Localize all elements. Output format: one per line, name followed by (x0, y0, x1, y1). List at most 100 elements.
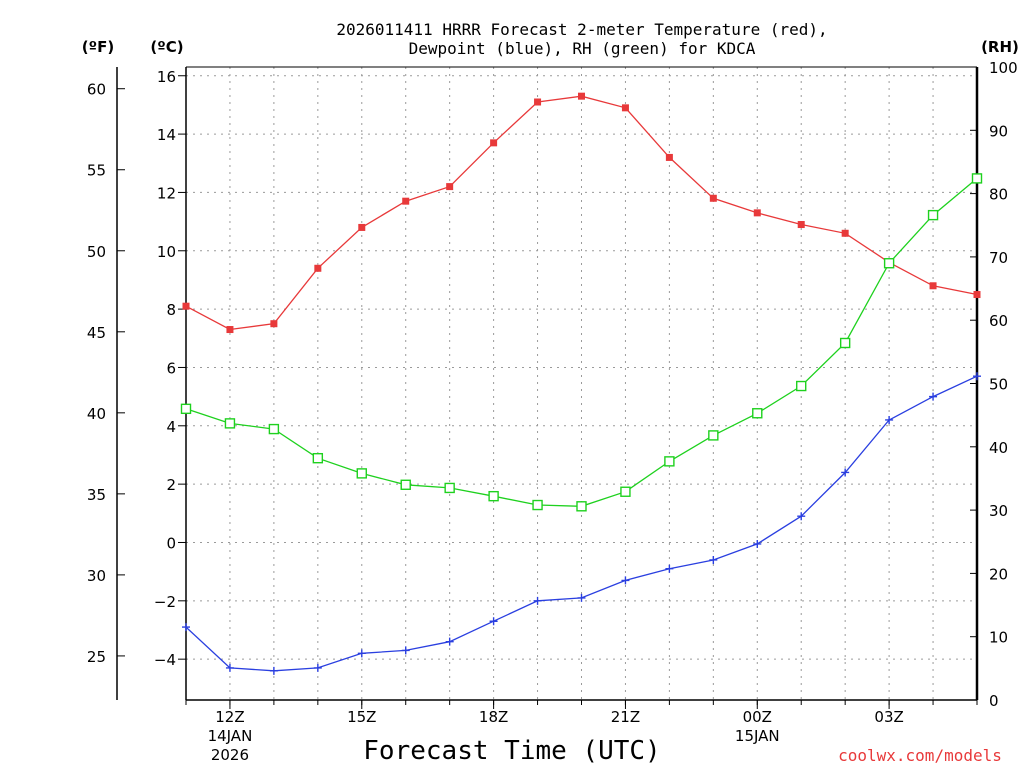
temperature-point (578, 92, 585, 100)
time-tick-label: 03Z (874, 708, 903, 726)
rh-tick-label: 80 (989, 186, 1008, 204)
dewpoint-point (885, 415, 894, 424)
grid-lines (185, 67, 978, 700)
dewpoint-point (401, 646, 410, 655)
rh-point (971, 173, 983, 184)
fahrenheit-tick-label: 45 (87, 324, 106, 342)
fahrenheit-tick-label: 55 (87, 162, 106, 180)
temperature-point (665, 153, 673, 161)
temperature-point (709, 194, 717, 202)
celsius-tick-label: 16 (157, 68, 176, 86)
time-tick-label: 21Z (611, 708, 640, 726)
dewpoint-point (225, 663, 234, 672)
temperature-point (797, 221, 805, 229)
2-meter-temperature-series (182, 92, 981, 334)
rh-tick-label: 10 (989, 629, 1008, 647)
rh-tick-label: 70 (989, 249, 1008, 267)
rh-point (927, 209, 939, 221)
dewpoint-point (753, 539, 762, 548)
rh-tick-label: 50 (989, 376, 1008, 394)
celsius-tick-label: 2 (166, 476, 176, 494)
temperature-point (182, 302, 190, 310)
data-series (180, 92, 983, 675)
rh-point (268, 423, 280, 435)
temperature-point (446, 183, 454, 191)
dewpoint-point (621, 576, 630, 585)
dewpoint-point (313, 663, 322, 672)
fahrenheit-tick-label: 30 (87, 567, 106, 585)
fahrenheit-tick-label: 35 (87, 486, 106, 504)
fahrenheit-tick-label: 60 (87, 81, 106, 99)
rh-tick-label: 100 (989, 59, 1018, 77)
rh-point (796, 380, 807, 392)
temperature-point (270, 320, 278, 328)
temperature-point (402, 197, 410, 205)
dewpoint-point (577, 593, 586, 602)
temperature-point (753, 209, 761, 217)
year-tick-label: 2026 (211, 746, 249, 764)
dewpoint-point (269, 666, 278, 675)
fahrenheit-tick-label: 40 (87, 405, 106, 423)
celsius-tick-label: 12 (157, 184, 176, 202)
rh-point (180, 403, 192, 415)
time-tick-label: 18Z (479, 708, 508, 726)
dewpoint-point (797, 512, 806, 521)
temperature-point (973, 291, 981, 299)
fahrenheit-tick-label: 25 (87, 648, 106, 666)
dewpoint-point (929, 392, 938, 401)
rh-point (488, 490, 499, 502)
temperature-point (226, 326, 234, 334)
temperature-point (534, 98, 542, 106)
rh-tick-label: 30 (989, 502, 1008, 520)
celsius-tick-label: 8 (166, 301, 176, 319)
dewpoint-point (182, 623, 190, 632)
temperature-point (358, 223, 366, 231)
dewpoint-point (665, 564, 674, 573)
temperature-point (490, 139, 498, 147)
rh-unit-label: (RH) (981, 38, 1019, 56)
celsius-axis-ticks: −4 −2 0 2 4 6 8 10 12 14 16 (154, 68, 186, 669)
celsius-tick-label: 14 (157, 126, 176, 144)
rh-point (444, 482, 455, 494)
rh-point (620, 486, 631, 497)
rh-point (839, 337, 851, 349)
celsius-tick-label: 10 (157, 243, 176, 261)
rh-point (356, 468, 367, 479)
dewpoint-point (841, 468, 850, 477)
celsius-tick-label: 6 (166, 359, 176, 377)
time-tick-label: 00Z (743, 708, 772, 726)
temperature-point (929, 282, 937, 290)
fahrenheit-tick-label: 50 (87, 243, 106, 261)
rh-point (708, 430, 719, 441)
rh-tick-label: 0 (989, 692, 999, 710)
credit-text: coolwx.com/models (838, 746, 1002, 765)
rh-point (312, 452, 324, 464)
fahrenheit-axis-ticks: 25 30 35 40 45 50 55 60 (87, 81, 125, 666)
rh-tick-label: 40 (989, 439, 1008, 457)
fahrenheit-unit-label: (ºF) (82, 38, 114, 56)
rh-point (752, 408, 763, 419)
celsius-tick-label: 4 (166, 418, 176, 436)
rh-point (883, 258, 895, 269)
rh-series (180, 173, 983, 512)
x-axis-title: Forecast Time (UTC) (363, 736, 660, 766)
temperature-point (841, 229, 849, 237)
temperature-point (621, 104, 629, 112)
temperature-point (314, 264, 322, 272)
chart-title-line2: Dewpoint (blue), RH (green) for KDCA (409, 39, 756, 58)
rh-point (664, 456, 675, 467)
rh-point (576, 501, 587, 512)
rh-tick-label: 20 (989, 565, 1008, 583)
rh-tick-label: 90 (989, 122, 1008, 140)
dewpoint-point (973, 372, 981, 381)
celsius-unit-label: (ºC) (150, 38, 183, 56)
celsius-tick-label: −2 (154, 593, 176, 611)
rh-point (224, 418, 236, 429)
dewpoint-point (533, 596, 542, 605)
date-tick-label: 15JAN (735, 727, 780, 745)
time-tick-label: 12Z (215, 708, 244, 726)
rh-point (400, 479, 411, 490)
chart-title-line1: 2026011411 HRRR Forecast 2-meter Tempera… (336, 20, 827, 39)
date-tick-label: 14JAN (208, 727, 253, 745)
